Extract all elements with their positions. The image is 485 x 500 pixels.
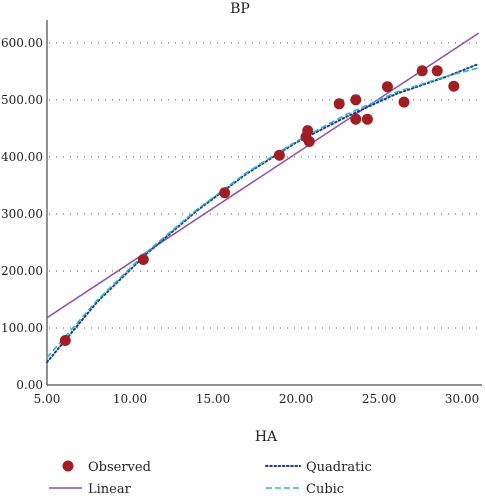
legend-linear-label: Linear (88, 482, 132, 497)
x-tick-label: 10.00 (113, 392, 147, 406)
observed-point (350, 113, 362, 125)
cubic-fit-line (46, 67, 479, 359)
x-tick-label: 15.00 (196, 392, 230, 406)
observed-point (137, 254, 149, 265)
observed-point (303, 136, 315, 147)
observed-point (59, 335, 71, 346)
x-tick-label: 25.00 (362, 392, 396, 406)
observed-points (59, 65, 460, 346)
legend-observed-marker (62, 460, 74, 472)
y-axis-title: BP (230, 1, 250, 17)
observed-point (302, 125, 314, 137)
y-tick-label: 600.00 (1, 36, 43, 50)
tick-labels: 0.00 100.00 200.00 300.00 400.00 500.00 600.00… (1, 36, 479, 406)
y-tick-label: 100.00 (1, 321, 43, 335)
y-tick-label: 500.00 (1, 93, 43, 107)
observed-point (350, 94, 362, 106)
observed-point (273, 149, 285, 161)
legend-cubic-label: Cubic (306, 482, 344, 497)
y-tick-label: 0.00 (16, 378, 43, 392)
x-tick-label: 5.00 (34, 392, 61, 406)
y-tick-label: 300.00 (1, 207, 43, 221)
observed-point (361, 113, 373, 125)
legend: Observed Linear Quadratic Cubic (49, 460, 372, 497)
legend-quadratic-label: Quadratic (306, 460, 372, 475)
observed-point (219, 187, 231, 199)
series (46, 32, 480, 364)
observed-point (398, 96, 410, 108)
x-tick-label: 20.00 (279, 392, 313, 406)
observed-point (431, 65, 443, 77)
legend-observed-label: Observed (88, 460, 151, 475)
observed-point (381, 81, 393, 93)
x-axis-title: HA (255, 429, 278, 445)
y-tick-label: 400.00 (1, 150, 43, 164)
observed-point (448, 80, 460, 92)
y-tick-label: 200.00 (1, 264, 43, 278)
x-tick-label: 30.00 (445, 392, 479, 406)
quadratic-fit-line (46, 62, 480, 364)
observed-point (416, 65, 428, 77)
linear-fit-line (46, 32, 480, 319)
axes (46, 20, 482, 386)
observed-point (333, 98, 345, 110)
